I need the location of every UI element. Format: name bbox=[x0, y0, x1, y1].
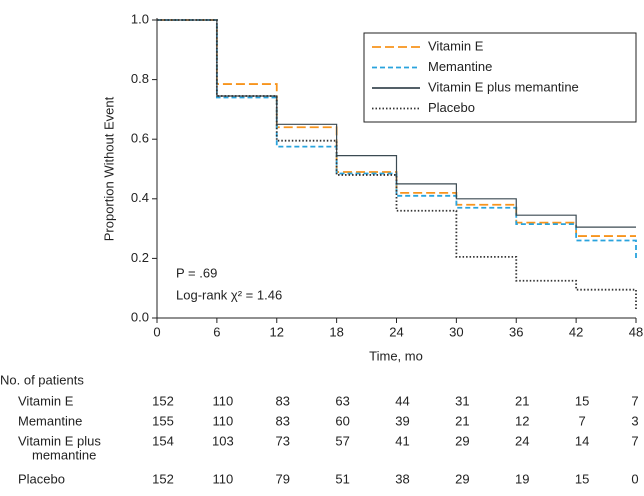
risk-count: 38 bbox=[395, 471, 409, 486]
x-tick-label: 42 bbox=[569, 324, 583, 339]
km-curve bbox=[157, 19, 637, 259]
legend-label: Memantine bbox=[428, 59, 492, 74]
risk-count: 14 bbox=[575, 433, 589, 448]
x-tick-label: 24 bbox=[389, 324, 403, 339]
risk-count: 79 bbox=[276, 471, 290, 486]
legend-label: Vitamin E plus memantine bbox=[428, 79, 579, 94]
y-axis-label: Proportion Without Event bbox=[101, 96, 116, 241]
risk-count: 83 bbox=[276, 413, 290, 428]
y-tick-label: 0.0 bbox=[131, 309, 149, 324]
risk-row-label: Vitamin E bbox=[18, 393, 74, 408]
risk-count: 12 bbox=[515, 413, 529, 428]
risk-count: 31 bbox=[455, 393, 469, 408]
risk-count: 152 bbox=[152, 393, 174, 408]
risk-count: 29 bbox=[455, 471, 469, 486]
x-tick-label: 18 bbox=[329, 324, 343, 339]
risk-count: 83 bbox=[276, 393, 290, 408]
risk-count: 21 bbox=[515, 393, 529, 408]
risk-count: 155 bbox=[152, 413, 174, 428]
y-tick-label: 0.8 bbox=[131, 71, 149, 86]
risk-count: 21 bbox=[455, 413, 469, 428]
risk-count: 73 bbox=[276, 433, 290, 448]
x-tick-label: 36 bbox=[509, 324, 523, 339]
risk-row-label: Memantine bbox=[18, 413, 82, 428]
risk-count: 19 bbox=[515, 471, 529, 486]
risk-count: 0 bbox=[631, 471, 638, 486]
x-tick-label: 48 bbox=[629, 324, 643, 339]
risk-count: 15 bbox=[575, 393, 589, 408]
risk-count: 110 bbox=[213, 471, 234, 486]
risk-row-label: Vitamin E plus bbox=[18, 433, 101, 448]
risk-count: 7 bbox=[579, 413, 586, 428]
risk-count: 15 bbox=[575, 471, 589, 486]
x-tick-label: 6 bbox=[213, 324, 220, 339]
x-axis-label: Time, mo bbox=[369, 348, 423, 363]
y-tick-label: 0.4 bbox=[131, 190, 149, 205]
risk-count: 44 bbox=[395, 393, 409, 408]
risk-row-label: Placebo bbox=[18, 471, 65, 486]
risk-count: 7 bbox=[631, 393, 638, 408]
km-curve bbox=[157, 19, 637, 310]
km-curve bbox=[157, 19, 636, 237]
risk-count: 29 bbox=[455, 433, 469, 448]
risk-count: 24 bbox=[515, 433, 529, 448]
risk-count: 3 bbox=[631, 413, 638, 428]
risk-count: 60 bbox=[335, 413, 349, 428]
legend-label: Vitamin E bbox=[428, 38, 484, 53]
y-tick-label: 0.2 bbox=[131, 250, 149, 265]
risk-count: 103 bbox=[212, 433, 234, 448]
annotation: P = .69 bbox=[176, 265, 217, 280]
risk-count: 57 bbox=[335, 433, 349, 448]
y-tick-label: 0.6 bbox=[131, 131, 149, 146]
risk-count: 51 bbox=[335, 471, 349, 486]
risk-count: 39 bbox=[395, 413, 409, 428]
annotation: Log-rank χ² = 1.46 bbox=[176, 287, 282, 302]
risk-row-label: memantine bbox=[32, 447, 96, 462]
risk-count: 7 bbox=[631, 433, 638, 448]
risk-table-title: No. of patients bbox=[0, 372, 84, 387]
legend-label: Placebo bbox=[428, 100, 475, 115]
legend-box bbox=[363, 32, 637, 123]
x-tick-label: 0 bbox=[153, 324, 160, 339]
x-tick-label: 12 bbox=[270, 324, 284, 339]
risk-count: 152 bbox=[152, 471, 174, 486]
x-tick-label: 30 bbox=[449, 324, 463, 339]
risk-count: 41 bbox=[395, 433, 409, 448]
risk-count: 154 bbox=[152, 433, 174, 448]
y-tick-label: 1.0 bbox=[131, 11, 149, 26]
risk-count: 110 bbox=[213, 393, 234, 408]
risk-count: 110 bbox=[213, 413, 234, 428]
risk-count: 63 bbox=[335, 393, 349, 408]
